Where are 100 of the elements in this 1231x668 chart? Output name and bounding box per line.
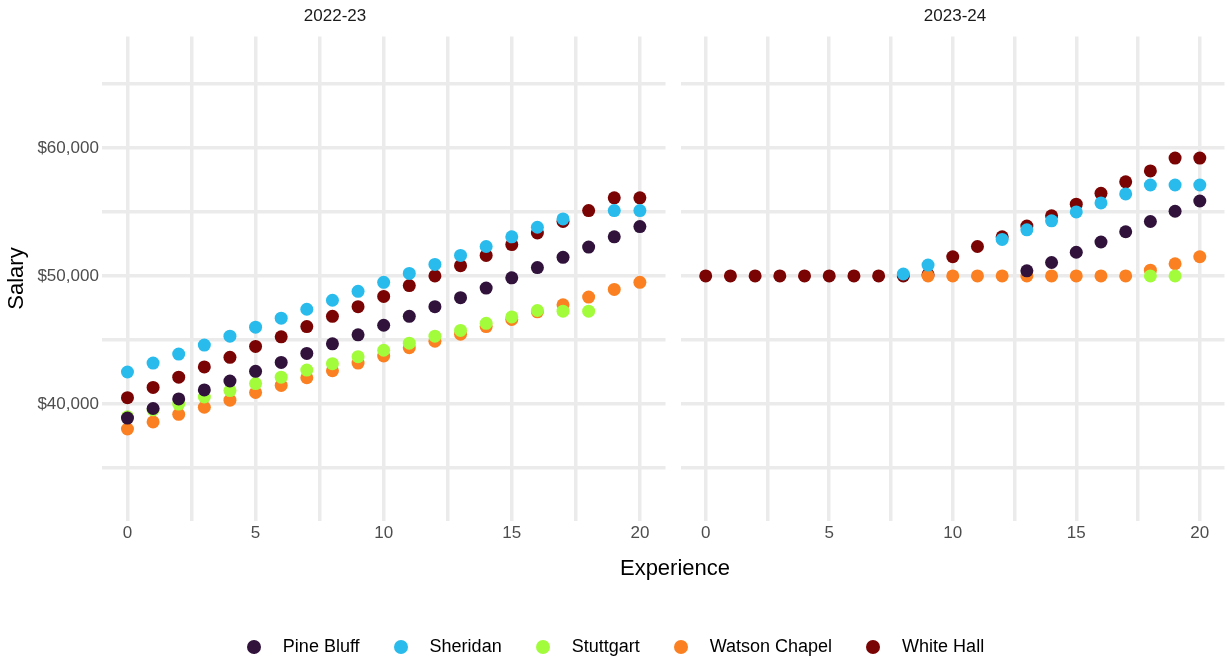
point [1069,205,1083,219]
point [197,383,211,397]
point [505,271,519,285]
point [505,230,519,244]
point [1069,269,1083,283]
point [1020,223,1034,237]
point [798,269,812,283]
point [1143,178,1157,192]
point [946,269,960,283]
point [223,374,237,388]
point [479,281,493,295]
point [1168,178,1182,192]
point [1045,214,1059,228]
point [607,204,621,218]
point [748,269,762,283]
point [607,191,621,205]
point [1045,255,1059,269]
point [1193,250,1207,264]
point [582,304,596,318]
point [300,346,314,360]
point [146,356,160,370]
point [607,230,621,244]
chart-title: 2022-23 [303,5,367,25]
point [120,391,134,405]
legend-label: Stuttgart [571,636,640,657]
point [530,220,544,234]
point [1193,194,1207,208]
point [1020,264,1034,278]
point [530,261,544,275]
point [723,269,737,283]
point [479,316,493,330]
point [1168,204,1182,218]
point [300,320,314,334]
point [428,269,442,283]
point [1045,269,1059,283]
point [454,323,468,337]
point [146,415,160,429]
point [197,360,211,374]
point [351,328,365,342]
point [607,282,621,296]
point [773,269,787,283]
point [454,291,468,305]
x-tick-label: 20 [1190,523,1210,543]
x-tick-label: 0 [122,523,133,543]
point [223,329,237,343]
point [402,309,416,323]
point [1193,151,1207,165]
y-tick-label: $60,000 [37,137,99,157]
point [249,364,263,378]
x-tick-label: 10 [943,523,963,543]
point [633,204,647,218]
point [921,258,935,272]
point [172,392,186,406]
point [120,365,134,379]
point [995,269,1009,283]
chart-title: 2023-24 [923,5,987,25]
point [428,257,442,271]
point [847,269,861,283]
point [351,284,365,298]
y-tick-label: $40,000 [37,393,99,413]
point [1168,151,1182,165]
point [325,357,339,371]
point [325,337,339,351]
point [454,248,468,262]
point [633,275,647,289]
point [1143,269,1157,283]
point [146,380,160,394]
point [249,339,263,353]
point [1168,269,1182,283]
x-tick-label: 15 [1066,523,1086,543]
point [1143,164,1157,178]
point [1143,215,1157,228]
point [1168,257,1182,271]
legend-label: Sheridan [429,636,502,657]
point [970,269,984,283]
point [172,347,186,361]
point [1193,178,1207,192]
x-tick-label: 0 [700,523,711,543]
point [402,336,416,350]
point [249,320,263,334]
point [402,279,416,293]
point [402,266,416,280]
point [351,350,365,364]
point [223,350,237,364]
point [300,302,314,316]
point [582,204,596,218]
point [1069,245,1083,259]
point [274,330,288,344]
point [970,239,984,253]
point [1119,269,1133,283]
point [300,363,314,377]
y-axis-title: Salary [3,247,29,310]
point [946,250,960,264]
point [1094,196,1108,210]
point [1119,175,1133,189]
point [249,377,263,391]
point [377,318,391,332]
legend-label: Pine Bluff [282,636,360,657]
point [274,370,288,384]
legend-label: Watson Chapel [709,636,833,657]
